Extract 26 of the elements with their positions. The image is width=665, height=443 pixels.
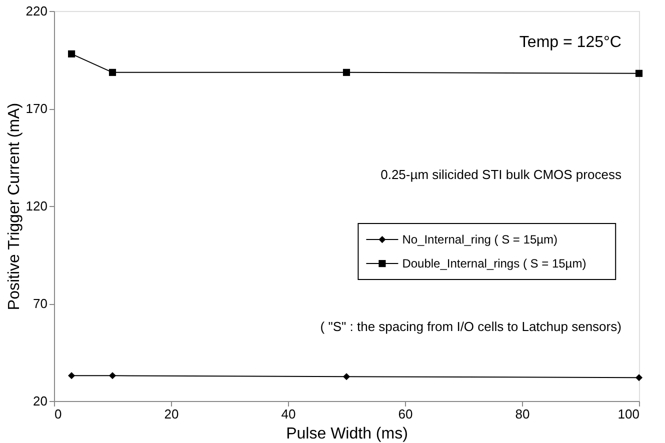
point	[68, 50, 76, 58]
point	[68, 372, 76, 380]
x-tick-label: 80	[515, 406, 530, 422]
y-tick-label: 220	[26, 4, 48, 18]
x-tick-label: 0	[54, 406, 62, 422]
point	[635, 70, 643, 77]
y-tick-label: 70	[33, 296, 48, 311]
point	[342, 373, 350, 380]
y-tick-label: 20	[33, 394, 48, 408]
point	[108, 372, 116, 380]
point	[108, 68, 116, 76]
legend-label: Double_Internal_rings ( S = 15µm)	[402, 256, 586, 271]
x-tick-label: 100	[618, 406, 640, 422]
legend-label: No_Internal_ring ( S = 15µm)	[402, 232, 558, 247]
x-axis-title: Pulse Width (ms)	[286, 426, 408, 442]
point	[635, 374, 643, 382]
y-tick-label: 120	[26, 198, 48, 214]
point	[342, 68, 350, 76]
x-tick-label: 20	[164, 406, 179, 422]
y-axis-title: Positive Trigger Current (mA)	[6, 102, 23, 310]
annotation: ( "S" : the spacing from I/O cells to Latchup sensors)	[320, 318, 622, 334]
x-tick-label: 60	[398, 406, 413, 422]
annotation: 0.25-µm silicided STI bulk CMOS process	[380, 166, 622, 182]
y-tick-label: 170	[26, 101, 48, 116]
x-tick-label: 40	[281, 406, 296, 422]
annotation: Temp = 125°C	[519, 34, 622, 52]
